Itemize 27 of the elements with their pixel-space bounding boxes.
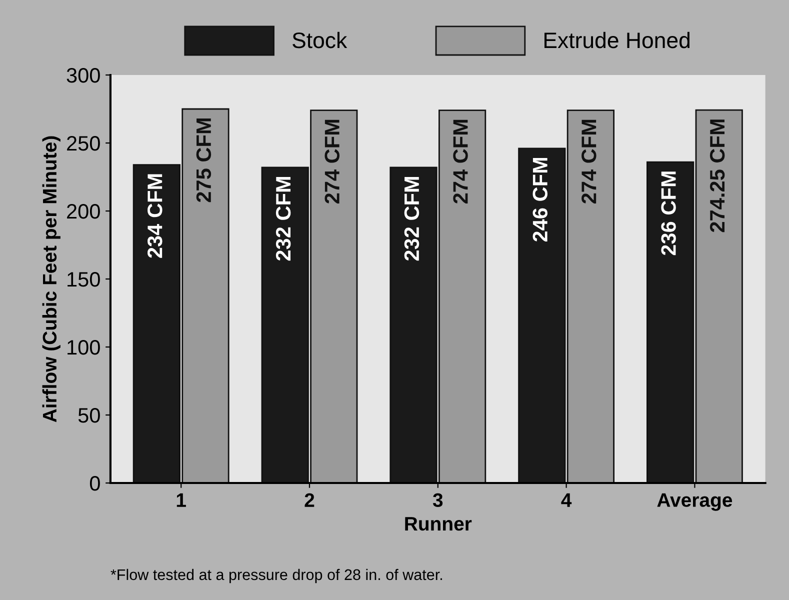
x-tick-label: 3 <box>432 493 443 508</box>
data-label: 275 CFM <box>196 118 212 202</box>
y-tick-label: 150 <box>68 272 100 287</box>
y-axis-title: Airflow (Cubic Feet per Minute) <box>42 136 60 422</box>
x-tick-label: 1 <box>176 493 186 507</box>
legend-label: Extrude Honed <box>544 32 690 48</box>
x-tick-label: Average <box>657 493 732 511</box>
y-tick-label: 250 <box>67 136 100 151</box>
data-label: 274 CFM <box>453 120 468 204</box>
text: *Flow tested at a pressure drop of 28 in. of water. <box>110 568 442 584</box>
data-label: 274 CFM <box>582 120 596 204</box>
data-label: 232 CFM <box>276 177 291 261</box>
legend-label: Stock <box>292 32 348 48</box>
data-label: 236 CFM <box>661 172 676 256</box>
y-tick-label: 300 <box>66 68 100 83</box>
x-tick-label: 4 <box>561 493 572 507</box>
data-label: 274 CFM <box>324 120 340 204</box>
y-tick-label: 200 <box>67 204 100 219</box>
y-tick-label: 0 <box>90 476 100 491</box>
y-tick-label: 50 <box>78 408 100 423</box>
data-label: 232 CFM <box>404 177 420 261</box>
data-label: 274.25 CFM <box>710 120 725 232</box>
data-label: 246 CFM <box>532 158 548 242</box>
x-tick-label: 2 <box>304 493 314 507</box>
data-label: 234 CFM <box>148 174 162 258</box>
y-tick-label: 100 <box>68 340 100 355</box>
x-axis-title: Runner <box>405 517 472 531</box>
